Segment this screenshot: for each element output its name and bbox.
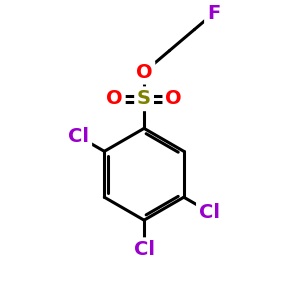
Text: Cl: Cl bbox=[134, 240, 154, 259]
Text: O: O bbox=[106, 89, 123, 108]
Text: S: S bbox=[137, 89, 151, 108]
Text: O: O bbox=[136, 63, 152, 82]
Text: Cl: Cl bbox=[199, 202, 220, 221]
Text: O: O bbox=[165, 89, 182, 108]
Text: F: F bbox=[207, 4, 220, 23]
Text: Cl: Cl bbox=[68, 127, 89, 146]
